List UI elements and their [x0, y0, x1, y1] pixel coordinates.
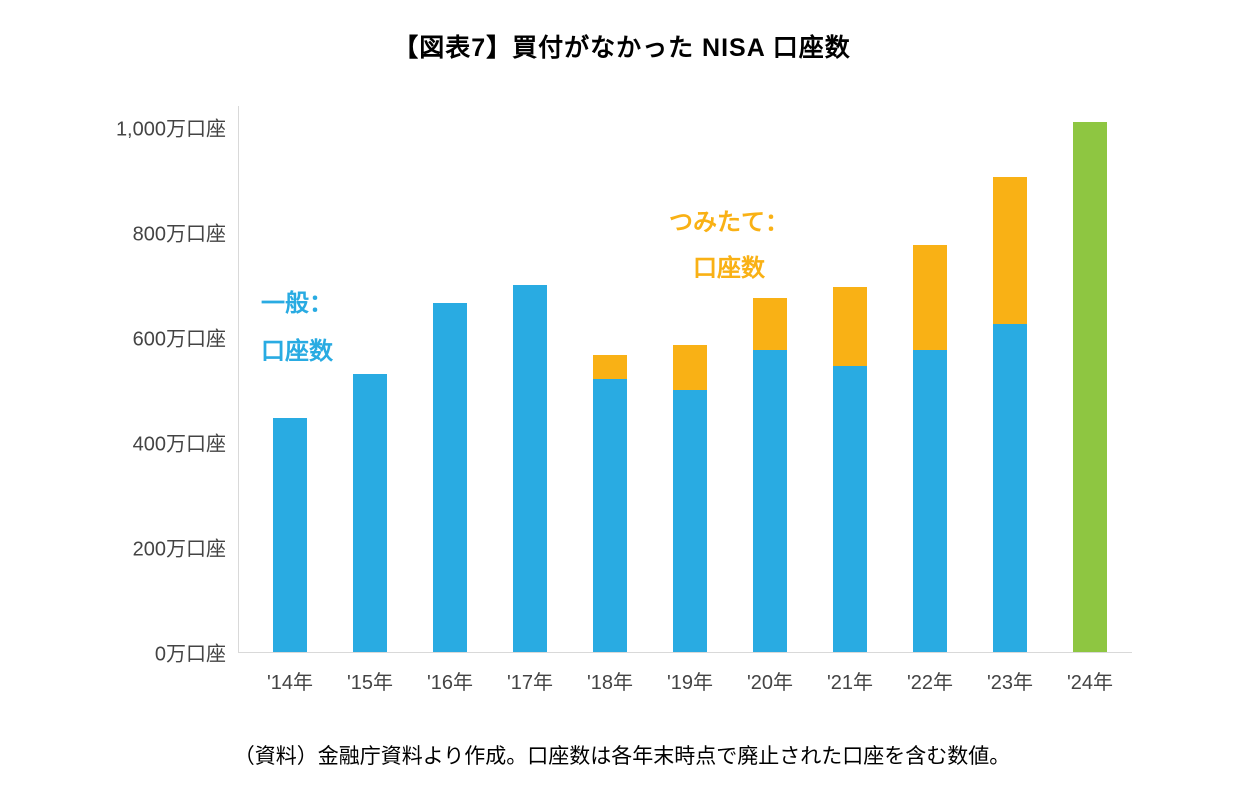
bar-segment-general — [913, 350, 947, 652]
bar-slot-18 — [570, 106, 650, 652]
bar-slot-16 — [410, 106, 490, 652]
x-tick-label-17: '17年 — [506, 672, 554, 694]
source-note: （資料）金融庁資料より作成。口座数は各年末時点で廃止された口座を含む数値。 — [233, 745, 1011, 768]
bar-slot-17 — [490, 106, 570, 652]
x-tick-label-21: '21年 — [826, 672, 874, 694]
bar-segment-general — [753, 350, 787, 652]
plot-area — [250, 106, 1130, 652]
x-tick-label-22: '22年 — [906, 672, 954, 694]
bar-slot-23 — [970, 106, 1050, 652]
bar-23 — [993, 176, 1027, 652]
bar-14 — [273, 418, 307, 652]
bar-segment-general — [593, 379, 627, 652]
bar-segment-general — [353, 373, 387, 652]
y-axis: 0万口座 200万口座 400万口座 600万口座 800万口座 1,000万口座 — [0, 106, 230, 666]
bar-slot-15 — [330, 106, 410, 652]
bar-segment-general — [513, 284, 547, 652]
bar-segment-general — [993, 323, 1027, 652]
y-tick-label: 1,000万口座 — [115, 118, 226, 141]
y-axis-line — [238, 106, 239, 653]
y-tick-label: 800万口座 — [132, 223, 226, 246]
bar-segment-tsumitate — [673, 344, 707, 390]
bar-24 — [1073, 121, 1107, 652]
series-label-tsumitate-line1: つみたて： — [669, 209, 789, 236]
x-tick-label-19: '19年 — [666, 672, 714, 694]
y-tick-label: 200万口座 — [132, 538, 226, 561]
x-axis-line — [238, 652, 1132, 653]
bar-slot-24 — [1050, 106, 1130, 652]
x-tick-label-20: '20年 — [746, 672, 794, 694]
bar-19 — [673, 344, 707, 652]
bar-segment-total2024 — [1073, 121, 1107, 652]
bar-15 — [353, 373, 387, 652]
x-tick-label-18: '18年 — [586, 672, 634, 694]
y-tick-label: 0万口座 — [154, 643, 226, 666]
x-tick-label-24: '24年 — [1066, 672, 1114, 694]
bar-16 — [433, 302, 467, 652]
series-label-general-line1: 一般： — [261, 290, 333, 317]
bar-segment-tsumitate — [753, 297, 787, 351]
bar-segment-tsumitate — [993, 176, 1027, 324]
bar-18 — [593, 355, 627, 652]
bar-slot-14 — [250, 106, 330, 652]
series-label-tsumitate-line2: 口座数 — [693, 255, 765, 282]
y-tick-label: 400万口座 — [132, 433, 226, 456]
bar-segment-tsumitate — [913, 245, 947, 351]
bar-21 — [833, 287, 867, 652]
series-label-tsumitate: つみたて： 口座数 — [668, 200, 790, 292]
bar-22 — [913, 245, 947, 652]
bar-slot-20 — [730, 106, 810, 652]
x-tick-label-15: '15年 — [346, 672, 394, 694]
y-tick-label: 600万口座 — [132, 328, 226, 351]
x-axis: '14年 '15年 '16年 '17年 '18年 '19年 '20年 '21年 '22年 '23年… — [250, 666, 1130, 695]
x-tick-label-14: '14年 — [266, 672, 314, 694]
bar-17 — [513, 284, 547, 652]
bar-segment-general — [433, 302, 467, 652]
bar-segment-general — [273, 418, 307, 652]
series-label-general-line2: 口座数 — [261, 338, 333, 365]
x-tick-label-23: '23年 — [986, 672, 1034, 694]
bar-slot-21 — [810, 106, 890, 652]
bar-slot-19 — [650, 106, 730, 652]
bar-slot-22 — [890, 106, 970, 652]
x-tick-label-16: '16年 — [426, 672, 474, 694]
bar-segment-general — [673, 389, 707, 652]
series-label-general: 一般： 口座数 — [261, 280, 333, 376]
bar-segment-tsumitate — [833, 287, 867, 366]
bar-segment-general — [833, 365, 867, 652]
bar-20 — [753, 297, 787, 652]
chart-title: 【図表7】買付がなかった NISA 口座数 — [393, 34, 851, 62]
bar-segment-tsumitate — [593, 355, 627, 379]
